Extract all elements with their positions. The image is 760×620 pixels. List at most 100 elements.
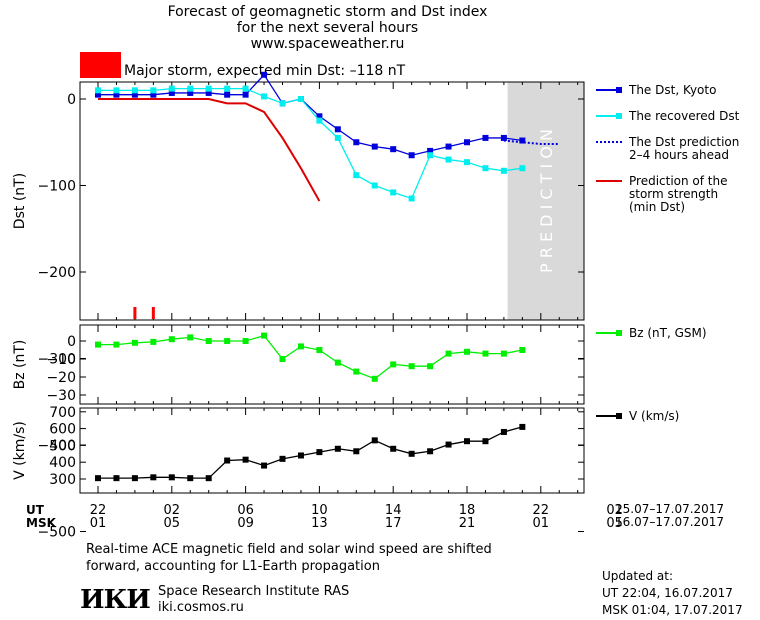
data-point [187,85,194,92]
data-point [168,89,175,96]
prediction-zone-label: P R E D I C T I O N [537,129,556,273]
ut-tick-label: 14 [385,503,402,518]
data-point [353,368,360,375]
msk-tick-label: 09 [237,516,254,531]
data-point [279,356,286,362]
data-point [261,93,268,100]
ut-tick-label: 22 [533,503,550,518]
organization-url[interactable]: iki.cosmos.ru [158,600,244,615]
data-point [464,139,470,146]
storm-marker [151,307,155,319]
data-point [427,147,434,154]
data-point [316,449,323,456]
data-point [224,457,231,464]
panel-frame [79,407,585,494]
legend-label: The Dst prediction [628,135,739,149]
data-point [187,89,194,96]
data-point [427,152,434,159]
data-point [482,350,489,357]
data-point [445,441,452,448]
msk-date-range: 16.07–17.07.2017 [615,515,725,529]
msk-tick-label: 13 [311,516,328,531]
data-point [131,475,138,482]
legend-label: The Dst, Kyoto [628,83,716,97]
data-point [131,91,138,98]
data-point [334,359,341,366]
data-point [464,348,470,355]
legend-label: Prediction of the [629,174,728,188]
y-tick-label: −20 [46,370,76,386]
storm-forecast-text: Major storm, expected min Dst: –118 nT [124,63,406,79]
data-point [464,159,470,166]
data-point [316,117,323,124]
storm-marker [133,307,137,319]
y-tick-label: −400 [38,438,76,454]
data-point [371,437,378,444]
y-tick-label: 700 [49,405,76,421]
y-tick-label: −300 [38,352,76,368]
data-point [408,450,415,457]
data-point [187,475,194,482]
data-point [500,350,507,357]
msk-axis-label: MSK [26,516,56,530]
data-point [205,475,212,482]
footer-note: Real-time ACE magnetic field and solar w… [86,541,492,575]
data-point [316,113,323,120]
ut-tick-label: 18 [459,503,476,518]
data-point [205,89,212,96]
legend-marker [616,87,622,93]
data-point [316,347,323,353]
msk-tick-label: 05 [164,516,181,531]
updated-msk: MSK 01:04, 17.07.2017 [602,603,743,617]
data-point [205,85,212,92]
data-point [297,343,304,350]
ut-tick-label: 02 [606,503,623,518]
data-point [371,375,378,382]
legend-label: V (km/s) [629,409,679,423]
data-point [95,341,101,348]
data-point [390,146,397,153]
y-tick-label: −500 [38,525,76,541]
ut-axis-label: UT [26,503,44,517]
prediction-zone [507,82,584,320]
series-line [98,334,523,380]
data-point [445,143,452,150]
y-axis-label: Bz (nT) [12,340,28,390]
data-point [224,338,231,344]
ut-tick-label: 02 [164,503,181,518]
data-point [390,445,397,452]
chart-title: Forecast of geomagnetic storm and Dst in… [0,4,655,52]
legend-label: The recovered Dst [628,109,740,123]
data-point [334,134,341,141]
organization-block: Space Research Institute RAS iki.cosmos.… [158,584,349,616]
data-point [371,182,378,189]
panel-frame [79,81,585,321]
data-point [353,139,360,146]
y-tick-label: 300 [49,472,76,488]
msk-tick-label: 01 [90,516,107,531]
data-point [427,363,434,370]
data-point [113,91,120,98]
series-line [98,98,321,202]
data-point [261,71,268,78]
msk-tick-label: 05 [606,516,623,531]
data-point [445,156,452,163]
y-tick-label: 0 [67,92,76,108]
data-point [390,361,397,368]
data-point [242,338,249,344]
data-point [297,96,304,102]
ut-date-range: 15.07–17.07.2017 [615,502,725,516]
data-point [95,87,101,94]
footer-note-line-1: Real-time ACE magnetic field and solar w… [86,542,492,557]
data-point [408,152,415,159]
data-point [113,341,120,348]
data-point [95,475,101,482]
data-point [408,363,415,370]
data-point [464,438,470,445]
data-point [519,347,526,353]
data-point [445,350,452,357]
data-point [95,91,101,98]
y-tick-label: 0 [67,334,76,350]
data-point [168,336,175,343]
legend-label: storm strength [629,187,718,201]
